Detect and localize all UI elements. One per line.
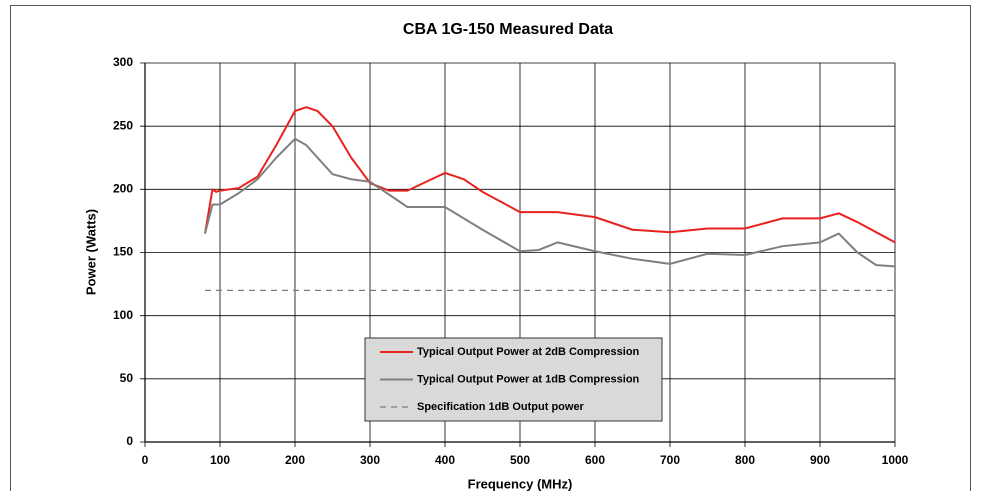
y-tick-label: 200 — [113, 182, 133, 196]
x-axis-label: Frequency (MHz) — [468, 476, 573, 491]
x-tick-label: 1000 — [882, 453, 909, 467]
x-tick-label: 500 — [510, 453, 530, 467]
chart-title: CBA 1G-150 Measured Data — [403, 21, 613, 38]
legend-label: Typical Output Power at 1dB Compression — [417, 373, 640, 385]
legend — [364, 337, 663, 422]
line-series — [204, 137, 896, 268]
x-tick-label: 0 — [142, 453, 149, 467]
x-tick-label: 400 — [435, 453, 455, 467]
y-tick-label: 50 — [120, 371, 134, 385]
y-tick-label: 0 — [126, 434, 133, 448]
y-tick-label: 150 — [113, 245, 133, 259]
y-axis-label: Power (Watts) — [83, 209, 98, 295]
x-tick-label: 600 — [585, 453, 605, 467]
x-tick-label: 800 — [735, 453, 755, 467]
x-tick-label: 100 — [210, 453, 230, 467]
line-series — [204, 106, 896, 244]
x-tick-label: 200 — [285, 453, 305, 467]
x-tick-label: 300 — [360, 453, 380, 467]
y-tick-label: 100 — [113, 308, 133, 322]
x-tick-label: 900 — [810, 453, 830, 467]
y-tick-label: 300 — [113, 55, 133, 69]
x-tick-label: 700 — [660, 453, 680, 467]
y-tick-label: 250 — [113, 118, 133, 132]
legend-label: Specification 1dB Output power — [417, 401, 585, 413]
legend-label: Typical Output Power at 2dB Compression — [417, 346, 640, 358]
